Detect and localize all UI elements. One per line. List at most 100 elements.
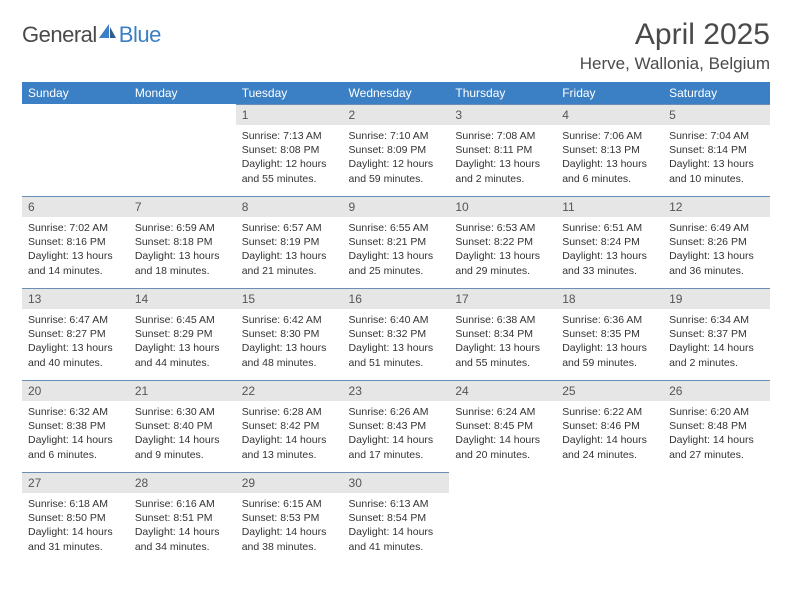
calendar-day: 2Sunrise: 7:10 AMSunset: 8:09 PMDaylight… [343,104,450,196]
sunrise-line: Sunrise: 6:59 AM [135,221,230,235]
day-number: 11 [556,196,663,217]
day-number: 19 [663,288,770,309]
sunrise-line: Sunrise: 6:51 AM [562,221,657,235]
sunset-line: Sunset: 8:13 PM [562,143,657,157]
calendar-day: 30Sunrise: 6:13 AMSunset: 8:54 PMDayligh… [343,472,450,564]
daylight-line: Daylight: 13 hours and 33 minutes. [562,249,657,277]
sunrise-line: Sunrise: 6:34 AM [669,313,764,327]
day-number: 16 [343,288,450,309]
sunrise-line: Sunrise: 6:36 AM [562,313,657,327]
day-number: 3 [449,104,556,125]
daylight-line: Daylight: 14 hours and 17 minutes. [349,433,444,461]
sunrise-line: Sunrise: 6:26 AM [349,405,444,419]
day-number: 15 [236,288,343,309]
daylight-line: Daylight: 13 hours and 25 minutes. [349,249,444,277]
weekday-header: Wednesday [343,82,450,104]
day-number: 8 [236,196,343,217]
sunset-line: Sunset: 8:16 PM [28,235,123,249]
sunrise-line: Sunrise: 7:06 AM [562,129,657,143]
sunrise-line: Sunrise: 6:42 AM [242,313,337,327]
sunrise-line: Sunrise: 7:02 AM [28,221,123,235]
calendar-day-empty [663,472,770,564]
sunset-line: Sunset: 8:53 PM [242,511,337,525]
sunrise-line: Sunrise: 6:30 AM [135,405,230,419]
daylight-line: Daylight: 13 hours and 6 minutes. [562,157,657,185]
sunrise-line: Sunrise: 6:24 AM [455,405,550,419]
daylight-line: Daylight: 14 hours and 20 minutes. [455,433,550,461]
day-number: 25 [556,380,663,401]
sunrise-line: Sunrise: 6:57 AM [242,221,337,235]
sunset-line: Sunset: 8:29 PM [135,327,230,341]
calendar-week: 6Sunrise: 7:02 AMSunset: 8:16 PMDaylight… [22,196,770,288]
day-details: Sunrise: 6:40 AMSunset: 8:32 PMDaylight:… [343,309,450,376]
daylight-line: Daylight: 13 hours and 44 minutes. [135,341,230,369]
calendar-day: 3Sunrise: 7:08 AMSunset: 8:11 PMDaylight… [449,104,556,196]
day-number: 30 [343,472,450,493]
weekday-header: Thursday [449,82,556,104]
sunset-line: Sunset: 8:14 PM [669,143,764,157]
calendar-day: 11Sunrise: 6:51 AMSunset: 8:24 PMDayligh… [556,196,663,288]
sunset-line: Sunset: 8:19 PM [242,235,337,249]
day-details: Sunrise: 6:30 AMSunset: 8:40 PMDaylight:… [129,401,236,468]
day-number: 22 [236,380,343,401]
calendar-day: 5Sunrise: 7:04 AMSunset: 8:14 PMDaylight… [663,104,770,196]
day-details: Sunrise: 6:20 AMSunset: 8:48 PMDaylight:… [663,401,770,468]
sunset-line: Sunset: 8:30 PM [242,327,337,341]
day-number: 4 [556,104,663,125]
day-number: 27 [22,472,129,493]
daylight-line: Daylight: 13 hours and 59 minutes. [562,341,657,369]
day-details: Sunrise: 6:16 AMSunset: 8:51 PMDaylight:… [129,493,236,560]
calendar-week: 27Sunrise: 6:18 AMSunset: 8:50 PMDayligh… [22,472,770,564]
sunrise-line: Sunrise: 7:13 AM [242,129,337,143]
day-details: Sunrise: 6:42 AMSunset: 8:30 PMDaylight:… [236,309,343,376]
daylight-line: Daylight: 13 hours and 21 minutes. [242,249,337,277]
sunrise-line: Sunrise: 6:38 AM [455,313,550,327]
location-label: Herve, Wallonia, Belgium [580,54,770,74]
calendar-day-empty [129,104,236,196]
brand-part1: General [22,22,97,47]
sunset-line: Sunset: 8:08 PM [242,143,337,157]
calendar-day: 4 Sunrise: 7:06 AMSunset: 8:13 PMDaylight… [556,104,663,196]
calendar-day-empty [22,104,129,196]
calendar-day: 22Sunrise: 6:28 AMSunset: 8:42 PMDayligh… [236,380,343,472]
daylight-line: Daylight: 14 hours and 9 minutes. [135,433,230,461]
sunset-line: Sunset: 8:35 PM [562,327,657,341]
day-number: 26 [663,380,770,401]
sunrise-line: Sunrise: 6:55 AM [349,221,444,235]
sunrise-line: Sunrise: 6:49 AM [669,221,764,235]
day-details: Sunrise: 7:13 AMSunset: 8:08 PMDaylight:… [236,125,343,192]
sunrise-line: Sunrise: 7:10 AM [349,129,444,143]
day-number: 2 [343,104,450,125]
day-number: 17 [449,288,556,309]
sunrise-line: Sunrise: 6:13 AM [349,497,444,511]
day-number: 23 [343,380,450,401]
calendar-day: 13Sunrise: 6:47 AMSunset: 8:27 PMDayligh… [22,288,129,380]
calendar-day: 8Sunrise: 6:57 AMSunset: 8:19 PMDaylight… [236,196,343,288]
calendar-day: 10Sunrise: 6:53 AMSunset: 8:22 PMDayligh… [449,196,556,288]
sunset-line: Sunset: 8:27 PM [28,327,123,341]
day-details: Sunrise: 6:26 AMSunset: 8:43 PMDaylight:… [343,401,450,468]
sail-icon [99,20,117,36]
daylight-line: Daylight: 13 hours and 18 minutes. [135,249,230,277]
sunset-line: Sunset: 8:22 PM [455,235,550,249]
daylight-line: Daylight: 14 hours and 34 minutes. [135,525,230,553]
daylight-line: Daylight: 13 hours and 2 minutes. [455,157,550,185]
weekday-header: Monday [129,82,236,104]
daylight-line: Daylight: 14 hours and 13 minutes. [242,433,337,461]
day-details: Sunrise: 6:55 AMSunset: 8:21 PMDaylight:… [343,217,450,284]
sunrise-line: Sunrise: 6:45 AM [135,313,230,327]
calendar-day-empty [449,472,556,564]
sunset-line: Sunset: 8:48 PM [669,419,764,433]
brand-part2: Blue [119,22,161,47]
day-number: 29 [236,472,343,493]
daylight-line: Daylight: 14 hours and 6 minutes. [28,433,123,461]
calendar-day: 27Sunrise: 6:18 AMSunset: 8:50 PMDayligh… [22,472,129,564]
day-details: Sunrise: 6:57 AMSunset: 8:19 PMDaylight:… [236,217,343,284]
calendar-week: 1Sunrise: 7:13 AMSunset: 8:08 PMDaylight… [22,104,770,196]
daylight-line: Daylight: 14 hours and 31 minutes. [28,525,123,553]
calendar-day: 25Sunrise: 6:22 AMSunset: 8:46 PMDayligh… [556,380,663,472]
calendar-day: 7Sunrise: 6:59 AMSunset: 8:18 PMDaylight… [129,196,236,288]
sunrise-line: Sunrise: 6:18 AM [28,497,123,511]
calendar-week: 13Sunrise: 6:47 AMSunset: 8:27 PMDayligh… [22,288,770,380]
calendar-week: 20Sunrise: 6:32 AMSunset: 8:38 PMDayligh… [22,380,770,472]
